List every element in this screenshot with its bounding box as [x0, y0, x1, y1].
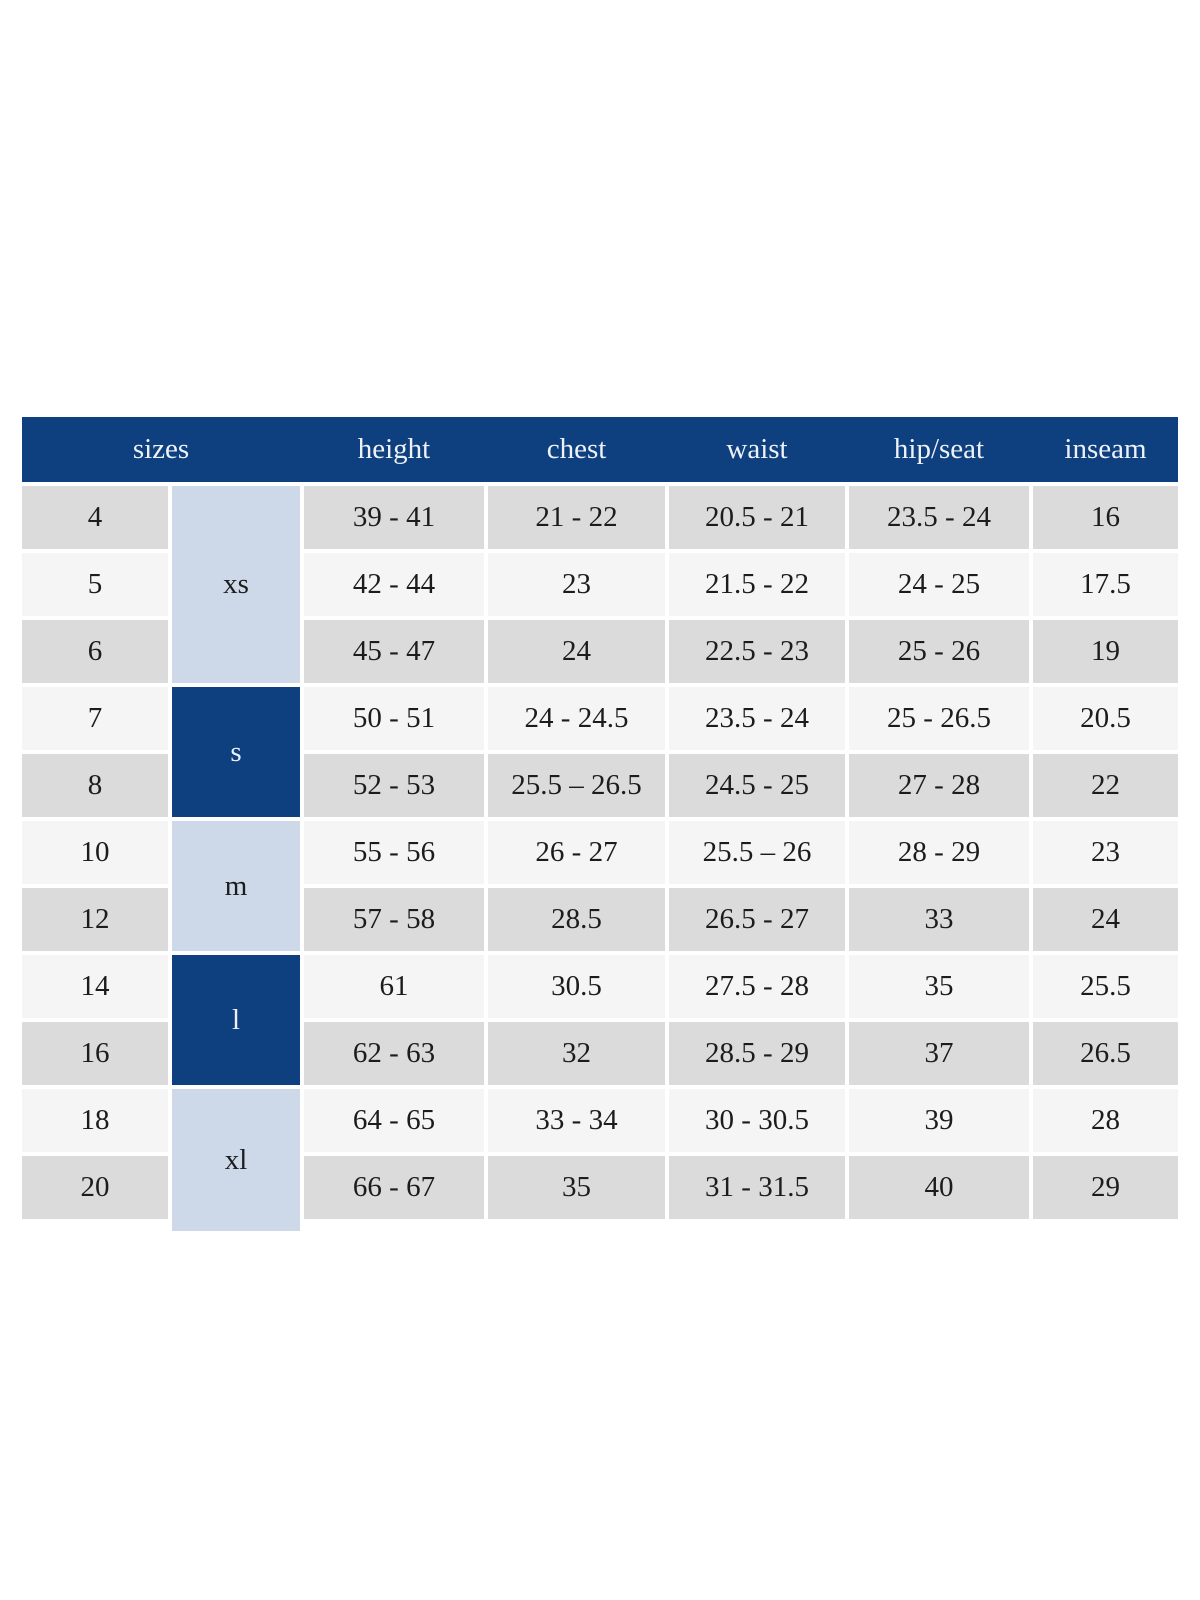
header-sizes: sizes: [132, 433, 190, 465]
hip-seat-cell: 25 - 26.5: [849, 687, 1029, 750]
group-cell-l: l: [172, 955, 300, 1085]
size-cell: 6: [22, 620, 168, 683]
hip-seat-cell: 23.5 - 24: [849, 486, 1029, 549]
size-cell: 18: [22, 1089, 168, 1152]
waist-cell: 26.5 - 27: [669, 888, 845, 951]
height-cell: 52 - 53: [304, 754, 484, 817]
inseam-cell: 28: [1033, 1089, 1178, 1152]
hip-seat-cell: 33: [849, 888, 1029, 951]
waist-cell: 20.5 - 21: [669, 486, 845, 549]
hip-seat-cell: 39: [849, 1089, 1029, 1152]
chest-cell: 32: [488, 1022, 665, 1085]
hip-seat-cell: 27 - 28: [849, 754, 1029, 817]
header-waist: waist: [726, 433, 788, 465]
height-cell: 42 - 44: [304, 553, 484, 616]
chest-cell: 30.5: [488, 955, 665, 1018]
waist-cell: 27.5 - 28: [669, 955, 845, 1018]
header-height: height: [357, 433, 431, 465]
waist-cell: 21.5 - 22: [669, 553, 845, 616]
height-cell: 61: [304, 955, 484, 1018]
group-cell-xl: xl: [172, 1089, 300, 1231]
chest-cell: 24: [488, 620, 665, 683]
hip-seat-cell: 28 - 29: [849, 821, 1029, 884]
height-cell: 62 - 63: [304, 1022, 484, 1085]
hip-seat-cell: 35: [849, 955, 1029, 1018]
header-hip-seat: hip/seat: [893, 433, 985, 465]
inseam-cell: 23: [1033, 821, 1178, 884]
chest-cell: 21 - 22: [488, 486, 665, 549]
size-cell: 20: [22, 1156, 168, 1219]
inseam-cell: 22: [1033, 754, 1178, 817]
header-inseam: inseam: [1064, 433, 1147, 465]
inseam-cell: 20.5: [1033, 687, 1178, 750]
inseam-cell: 17.5: [1033, 553, 1178, 616]
inseam-cell: 25.5: [1033, 955, 1178, 1018]
chest-cell: 28.5: [488, 888, 665, 951]
inseam-cell: 26.5: [1033, 1022, 1178, 1085]
height-cell: 39 - 41: [304, 486, 484, 549]
size-cell: 4: [22, 486, 168, 549]
hip-seat-cell: 37: [849, 1022, 1029, 1085]
inseam-cell: 19: [1033, 620, 1178, 683]
height-cell: 50 - 51: [304, 687, 484, 750]
group-cell-xs: xs: [172, 486, 300, 683]
group-cell-m: m: [172, 821, 300, 951]
inseam-cell: 29: [1033, 1156, 1178, 1219]
chest-cell: 24 - 24.5: [488, 687, 665, 750]
waist-cell: 24.5 - 25: [669, 754, 845, 817]
waist-cell: 25.5 – 26: [669, 821, 845, 884]
chest-cell: 25.5 – 26.5: [488, 754, 665, 817]
waist-cell: 30 - 30.5: [669, 1089, 845, 1152]
height-cell: 45 - 47: [304, 620, 484, 683]
size-cell: 5: [22, 553, 168, 616]
height-cell: 55 - 56: [304, 821, 484, 884]
size-cell: 8: [22, 754, 168, 817]
header-chest: chest: [546, 433, 607, 465]
table-header-row: sizes height chest waist hip/seat inseam: [22, 417, 1178, 482]
size-cell: 14: [22, 955, 168, 1018]
height-cell: 57 - 58: [304, 888, 484, 951]
size-cell: 10: [22, 821, 168, 884]
hip-seat-cell: 24 - 25: [849, 553, 1029, 616]
size-chart-table: sizes height chest waist hip/seat inseam…: [22, 417, 1178, 1231]
hip-seat-cell: 25 - 26: [849, 620, 1029, 683]
size-cell: 12: [22, 888, 168, 951]
size-cell: 16: [22, 1022, 168, 1085]
height-cell: 64 - 65: [304, 1089, 484, 1152]
hip-seat-cell: 40: [849, 1156, 1029, 1219]
waist-cell: 23.5 - 24: [669, 687, 845, 750]
group-cell-s: s: [172, 687, 300, 817]
chest-cell: 23: [488, 553, 665, 616]
waist-cell: 22.5 - 23: [669, 620, 845, 683]
size-cell: 7: [22, 687, 168, 750]
height-cell: 66 - 67: [304, 1156, 484, 1219]
inseam-cell: 16: [1033, 486, 1178, 549]
chest-cell: 26 - 27: [488, 821, 665, 884]
inseam-cell: 24: [1033, 888, 1178, 951]
waist-cell: 31 - 31.5: [669, 1156, 845, 1219]
chest-cell: 33 - 34: [488, 1089, 665, 1152]
chest-cell: 35: [488, 1156, 665, 1219]
waist-cell: 28.5 - 29: [669, 1022, 845, 1085]
